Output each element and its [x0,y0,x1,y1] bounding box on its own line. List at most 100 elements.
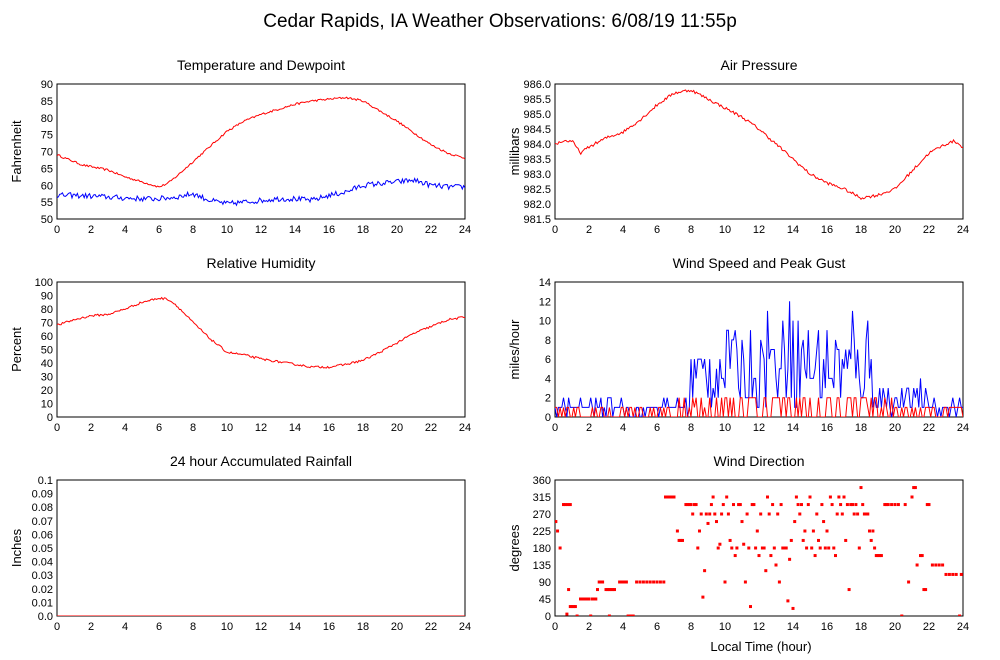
data-point [798,512,802,516]
x-tick-label: 22 [923,621,935,633]
y-tick-label: 0.06 [32,529,53,541]
data-point [596,588,599,592]
data-point [827,546,831,550]
data-point [626,614,630,616]
plot-frame [56,479,466,617]
x-tick-label: 8 [688,621,694,633]
y-tick-label: 135 [533,560,551,572]
x-tick-label: 16 [821,422,833,434]
data-point [779,503,783,507]
data-point [716,546,720,550]
data-point [861,503,865,507]
x-tick-label: 6 [654,621,660,633]
data-point [665,495,669,499]
data-point [774,563,778,567]
data-point [570,605,574,609]
data-point [757,554,761,558]
data-point [684,503,688,507]
data-point [601,580,605,584]
data-point [840,512,844,516]
panel-1: 0 2 4 6 8 10 12 14 16 18 20 22 24505560657075808590T… [9,57,471,236]
x-tick-label: 10 [719,422,731,434]
x-tick-label: 16 [323,621,335,633]
data-point [879,554,883,558]
data-point [777,580,781,584]
y-tick-label: 0.05 [32,543,53,555]
data-point [675,529,679,533]
x-tick-label: 16 [323,224,335,236]
data-point [669,495,673,499]
x-tick-label: 20 [889,422,901,434]
data-point [599,580,603,584]
y-tick-label: 70 [41,147,53,159]
data-point [562,503,565,507]
y-tick-label: 90 [539,577,551,589]
data-point [823,546,827,550]
data-point [937,563,941,567]
data-point [754,546,758,550]
y-axis-label: degrees [507,524,522,571]
x-tick-label: 4 [620,422,626,434]
plot-frame [56,83,466,220]
x-tick-label: 12 [255,422,267,434]
panel-5: 0 2 4 6 8 10 12 14 16 18 20 22 240.00.010.020.030.04… [9,453,471,633]
data-point [568,503,572,507]
data-point [885,503,888,507]
data-point [611,588,615,592]
data-point [609,588,613,592]
data-point [740,520,744,524]
data-point [597,580,601,584]
data-point [764,569,768,573]
data-point [655,580,659,584]
panel-3: 0 2 4 6 8 10 12 14 16 18 20 22 240102030405060708090… [9,255,471,434]
x-tick-label: 14 [787,621,799,633]
y-tick-label: 50 [41,345,53,357]
y-tick-label: 983.5 [523,154,551,166]
y-tick-label: 8 [545,335,551,347]
data-point [658,580,662,584]
data-point [912,486,916,490]
data-point [808,495,812,499]
data-point [922,588,926,592]
y-tick-label: 20 [41,385,53,397]
x-tick-label: 22 [923,422,935,434]
y-tick-label: 984.0 [523,139,551,151]
data-point [556,529,560,533]
data-point [847,588,851,592]
x-tick-label: 24 [459,621,471,633]
series-line [57,96,465,188]
data-point [728,538,732,542]
data-point [749,605,752,609]
y-tick-label: 270 [533,509,551,521]
data-point [852,512,856,516]
x-tick-label: 4 [122,422,128,434]
data-point [672,495,676,499]
data-point [607,614,611,616]
data-point [813,554,817,558]
x-tick-label: 6 [156,422,162,434]
panel-title: Temperature and Dewpoint [177,57,345,73]
y-tick-label: 180 [533,543,551,555]
data-point [738,503,742,507]
data-point [579,597,582,601]
data-point [835,512,839,516]
x-tick-label: 4 [122,224,128,236]
x-tick-label: 0 [54,224,60,236]
data-point [796,503,800,507]
y-tick-label: 0.01 [32,597,53,609]
data-point [691,512,695,516]
data-point [805,546,809,550]
data-point [575,614,579,616]
data-point [857,546,861,550]
data-point [568,605,572,609]
y-tick-label: 60 [41,180,53,192]
x-tick-label: 10 [221,422,233,434]
data-point [594,597,598,601]
x-tick-label: 18 [357,224,369,236]
y-tick-label: 10 [539,316,551,328]
x-tick-label: 18 [855,621,867,633]
x-tick-label: 8 [190,621,196,633]
data-point [842,495,846,499]
data-point [893,503,897,507]
data-point [737,503,741,507]
